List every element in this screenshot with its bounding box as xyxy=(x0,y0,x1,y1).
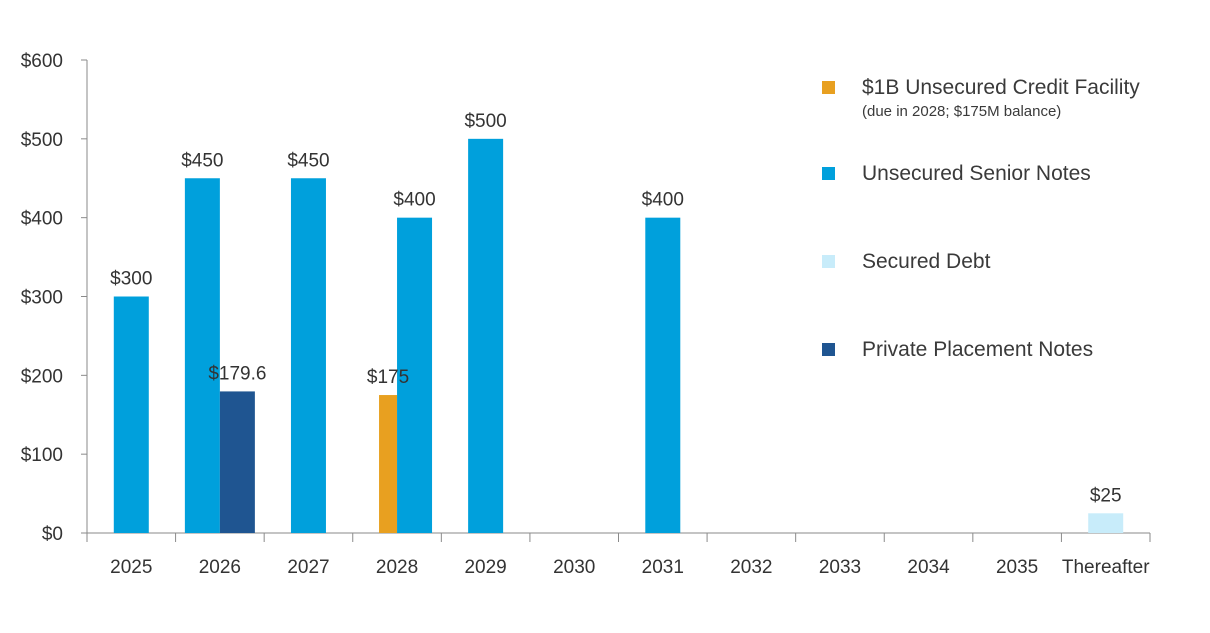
bar--1b-unsecured-credit-facility-2028 xyxy=(379,395,398,533)
legend: $1B Unsecured Credit Facility (due in 202… xyxy=(822,76,1140,361)
x-tick-label: 2033 xyxy=(819,557,861,578)
legend-swatch xyxy=(822,167,835,180)
y-tick-label: $100 xyxy=(21,445,63,466)
y-tick-label: $200 xyxy=(21,366,63,387)
x-tick-label: 2027 xyxy=(287,557,329,578)
data-label: $450 xyxy=(287,150,329,171)
bar-unsecured-senior-notes-2031 xyxy=(645,217,681,533)
data-label: $400 xyxy=(642,190,684,211)
bar-unsecured-senior-notes-2029 xyxy=(468,138,504,534)
legend-label: Secured Debt xyxy=(862,250,991,273)
y-tick-label: $500 xyxy=(21,130,63,151)
bar-unsecured-senior-notes-2027 xyxy=(290,178,326,533)
x-tick-label: 2029 xyxy=(464,557,506,578)
bar-unsecured-senior-notes-2025 xyxy=(113,296,149,533)
bars xyxy=(113,138,1124,534)
bar-secured-debt-thereafter xyxy=(1088,513,1124,533)
data-label: $175 xyxy=(367,367,409,388)
legend-swatch xyxy=(822,343,835,356)
x-tick-label: 2032 xyxy=(730,557,772,578)
bar-unsecured-senior-notes-2028 xyxy=(397,217,433,533)
x-tick-label: 2028 xyxy=(376,557,418,578)
data-label: $450 xyxy=(181,150,223,171)
data-label: $500 xyxy=(464,111,506,132)
x-tick-label: 2035 xyxy=(996,557,1038,578)
y-axis: $0 $100 $200 $300 $400 $500 $600 xyxy=(21,51,88,545)
y-tick-label: $400 xyxy=(21,209,63,230)
x-tick-label: 2025 xyxy=(110,557,152,578)
y-tick-label: $600 xyxy=(21,51,63,72)
x-tick-label: 2030 xyxy=(553,557,595,578)
legend-swatch xyxy=(822,255,835,268)
legend-label: Unsecured Senior Notes xyxy=(862,162,1091,185)
x-tick-label: Thereafter xyxy=(1062,557,1150,578)
bar-unsecured-senior-notes-2026 xyxy=(184,178,220,533)
y-tick-label: $300 xyxy=(21,288,63,309)
bar-private-placement-notes-2026 xyxy=(219,391,255,533)
data-label: $400 xyxy=(393,190,435,211)
data-label: $25 xyxy=(1090,485,1122,506)
legend-sublabel: (due in 2028; $175M balance) xyxy=(862,103,1061,120)
legend-swatch xyxy=(822,81,835,94)
y-tick-label: $0 xyxy=(42,524,63,545)
x-axis: 2025 2026 2027 2028 2029 2030 2031 2032 2033 2034… xyxy=(86,532,1151,578)
data-label: $179.6 xyxy=(208,363,266,384)
data-label: $300 xyxy=(110,269,152,290)
x-tick-label: 2031 xyxy=(642,557,684,578)
legend-label: Private Placement Notes xyxy=(862,338,1093,361)
x-tick-label: 2034 xyxy=(907,557,950,578)
x-tick-label: 2026 xyxy=(199,557,241,578)
legend-label: $1B Unsecured Credit Facility xyxy=(862,76,1140,99)
data-labels: $300 $450 $179.6 $450 $175 $400 $500 $400 $25 xyxy=(110,111,1121,506)
